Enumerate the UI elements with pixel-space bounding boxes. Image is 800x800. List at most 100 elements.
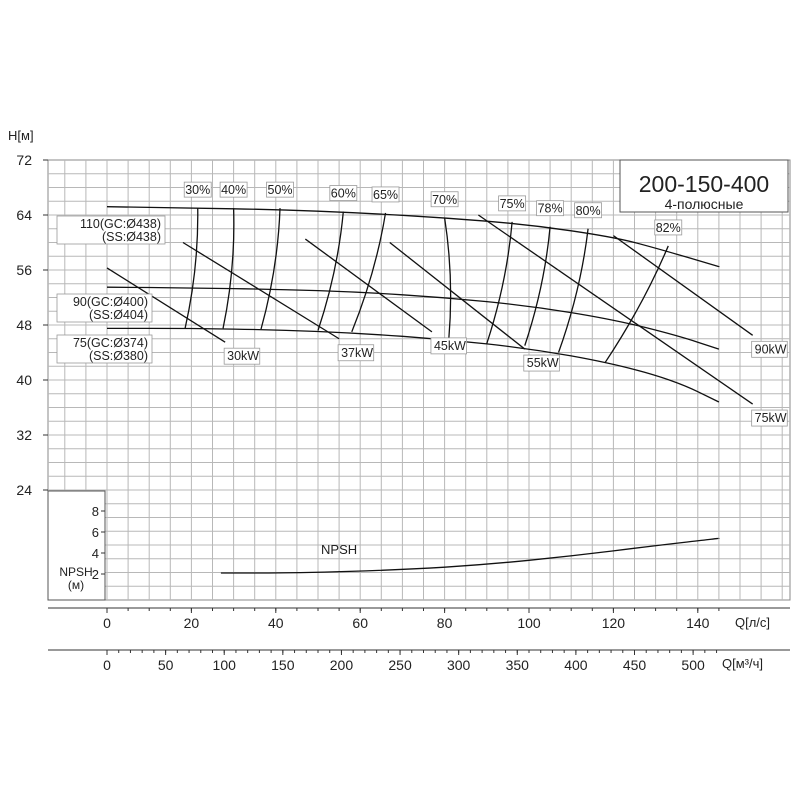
power-label-box [337,344,375,362]
power-label-box [751,409,788,427]
series-label-box [56,215,166,245]
efficiency-label: 60% [331,187,356,201]
y-tick-label: 72 [16,152,32,168]
power-label: 75kW [755,411,787,425]
x-tick-label: 20 [184,615,200,631]
head-curve [106,206,720,268]
x2-axis-label: Q[м³/ч] [722,656,763,671]
title-box: 200-150-400 4-полюсные [619,159,789,213]
grid [47,159,791,601]
power-line [613,235,754,336]
series-label: (SS:Ø404) [89,308,148,322]
efficiency-curve [184,208,199,329]
efficiency-label: 70% [432,193,457,207]
power-line [106,267,226,343]
efficiency-label-box [371,186,400,203]
x-tick-label: 60 [352,615,368,631]
y-tick-label: 64 [16,207,32,223]
efficiency-curve [524,226,551,346]
chart-subtitle: 4-полюсные [665,196,744,212]
power-label-box [523,354,560,372]
power-line [304,238,433,333]
series-label: 75(GC:Ø374) [73,336,148,350]
x2-tick-label: 450 [623,657,647,673]
x2-tick-label: 0 [103,657,111,673]
head-curve [106,286,720,350]
npsh-tick-label: 8 [92,504,99,519]
efficiency-curve [443,217,452,339]
x2-tick-label: 50 [158,657,174,673]
x2-tick-label: 150 [271,657,295,673]
x2-tick-label: 350 [506,657,530,673]
npsh-axis-label: NPSH [59,565,92,579]
efficiency-label-box [536,200,564,217]
npsh-tick-label: 6 [92,525,99,540]
power-label: 37kW [341,346,373,360]
x-tick-label: 100 [517,615,541,631]
npsh-curve-label: NPSH [321,542,357,557]
x2-tick-label: 100 [213,657,237,673]
npsh-curve [220,537,720,574]
efficiency-label: 75% [500,197,525,211]
series-label: 90(GC:Ø400) [73,295,148,309]
x-tick-label: 120 [602,615,626,631]
efficiency-curve [222,208,235,329]
efficiency-label-box [430,191,459,208]
efficiency-label: 80% [576,204,601,218]
x-axis-label: Q[л/с] [735,615,770,630]
y-tick-label: 56 [16,262,32,278]
series-label: 110(GC:Ø438) [80,217,161,231]
power-line [389,241,526,350]
x-tick-label: 0 [103,615,111,631]
efficiency-label: 78% [538,202,563,216]
efficiency-label: 30% [185,183,210,197]
power-label: 30kW [227,349,259,363]
series-label-box [56,293,153,323]
npsh-axis-unit: (м) [68,578,84,592]
efficiency-curve [317,211,344,331]
x-tick-label: 140 [686,615,710,631]
chart-title: 200-150-400 [639,171,769,197]
efficiency-label-box [574,202,602,219]
y-tick-label: 24 [16,482,32,498]
y-tick-label: 40 [16,372,32,388]
y-axis-label: H[м] [8,128,34,143]
y-tick-label: 32 [16,427,32,443]
series-label: (SS:Ø438) [102,230,161,244]
efficiency-label: 82% [656,221,681,235]
efficiency-curve [604,245,669,364]
x2-tick-label: 200 [330,657,354,673]
power-label: 45kW [434,339,466,353]
efficiency-label-box [183,181,212,198]
power-line [182,241,340,340]
efficiency-label-box [219,181,248,198]
npsh-tick-label: 4 [92,546,99,561]
efficiency-label: 50% [268,183,293,197]
power-label: 55kW [527,356,559,370]
power-label-box [751,340,788,358]
power-label: 90kW [755,342,787,356]
curves [106,206,754,574]
power-label-box [223,347,261,365]
series-label-box [56,334,153,364]
x2-tick-label: 250 [388,657,412,673]
x2-tick-label: 500 [681,657,705,673]
npsh-axis-box [47,490,106,601]
npsh-tick-label: 2 [92,567,99,582]
power-label-box [430,337,467,355]
x2-tick-label: 300 [447,657,471,673]
efficiency-curve [260,208,281,330]
x-tick-label: 40 [268,615,284,631]
efficiency-label-box [498,195,527,212]
efficiency-curve [351,212,387,333]
series-label: (SS:Ø380) [89,349,148,363]
y-tick-label: 48 [16,317,32,333]
power-line [477,214,754,405]
efficiency-label: 65% [373,188,398,202]
efficiency-curve [557,228,589,353]
x2-tick-label: 400 [564,657,588,673]
efficiency-label: 40% [221,183,246,197]
